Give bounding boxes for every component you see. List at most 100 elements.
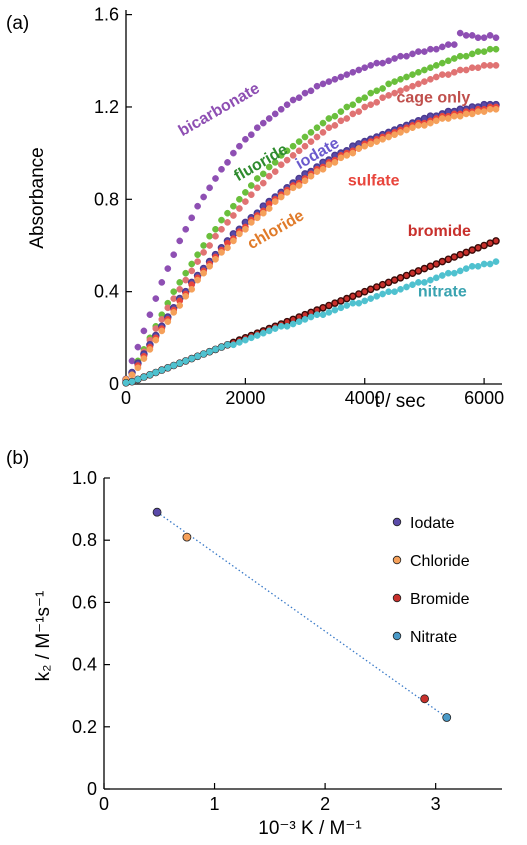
data-point bbox=[462, 110, 470, 118]
data-point bbox=[348, 292, 357, 301]
data-point bbox=[224, 244, 231, 252]
data-point bbox=[146, 371, 154, 379]
data-point bbox=[194, 258, 201, 265]
data-point bbox=[343, 103, 351, 111]
data-point bbox=[444, 57, 452, 65]
data-point bbox=[409, 82, 416, 90]
data-point bbox=[480, 241, 488, 250]
data-point bbox=[474, 262, 482, 270]
data-point bbox=[462, 66, 470, 74]
y-tick-label: 0.8 bbox=[72, 530, 97, 550]
data-point-iodate bbox=[152, 507, 162, 517]
data-point bbox=[444, 269, 452, 277]
data-point bbox=[158, 279, 166, 286]
legend-label-chloride: Chloride bbox=[410, 553, 470, 570]
data-point bbox=[474, 64, 482, 72]
data-point bbox=[128, 371, 136, 379]
series-label-bicarbonate: bicarbonate bbox=[176, 80, 263, 140]
data-point bbox=[277, 152, 285, 159]
data-points bbox=[122, 29, 500, 387]
x-tick-label: 2 bbox=[320, 794, 330, 814]
data-point-nitrate bbox=[442, 713, 452, 722]
data-point bbox=[403, 85, 410, 92]
data-point bbox=[367, 101, 375, 109]
data-point bbox=[480, 34, 488, 42]
data-point bbox=[468, 50, 476, 58]
data-point bbox=[188, 285, 196, 293]
data-point bbox=[421, 48, 428, 55]
data-point bbox=[367, 89, 375, 97]
data-point bbox=[295, 138, 303, 145]
series-label-bromide: bromide bbox=[408, 223, 471, 240]
data-point bbox=[432, 274, 440, 282]
data-point bbox=[379, 85, 386, 92]
data-point bbox=[420, 264, 429, 273]
data-point bbox=[462, 265, 470, 272]
data-point bbox=[283, 156, 291, 164]
data-point bbox=[409, 124, 416, 132]
data-point bbox=[486, 45, 494, 53]
data-point bbox=[373, 59, 381, 67]
data-point bbox=[480, 48, 488, 55]
data-point bbox=[450, 55, 458, 62]
data-point bbox=[313, 82, 321, 90]
legend-label-bromide: Bromide bbox=[410, 591, 470, 608]
data-point bbox=[230, 149, 237, 157]
series-fluoride bbox=[122, 45, 500, 383]
fit-line-segment bbox=[156, 511, 448, 719]
data-point bbox=[212, 175, 219, 182]
data-point bbox=[474, 243, 482, 252]
data-point bbox=[182, 276, 190, 284]
series-nitrate bbox=[122, 258, 500, 387]
data-point bbox=[415, 48, 422, 55]
data-point bbox=[427, 45, 434, 53]
legend-marker-chloride bbox=[392, 555, 402, 565]
legend: Iodate Chloride Bromide Nitrate bbox=[392, 515, 470, 646]
rate-constant-chart: 0 0.2 0.4 0.6 0.8 1.0 0 1 2 3 Iodate Chloride Brom… bbox=[33, 468, 502, 839]
data-point bbox=[409, 281, 416, 289]
data-point bbox=[277, 193, 285, 201]
data-point bbox=[474, 34, 482, 42]
data-point bbox=[218, 343, 225, 351]
data-point bbox=[403, 73, 410, 81]
data-point bbox=[343, 152, 351, 159]
data-point bbox=[385, 92, 392, 99]
data-point bbox=[384, 278, 393, 287]
data-point bbox=[259, 209, 267, 217]
data-point bbox=[301, 142, 309, 150]
x-tick-label: 1 bbox=[210, 794, 220, 814]
data-point bbox=[432, 73, 440, 81]
data-point bbox=[313, 168, 321, 175]
data-point bbox=[200, 269, 207, 277]
data-point bbox=[456, 267, 464, 275]
data-point bbox=[367, 62, 375, 69]
data-point bbox=[236, 205, 243, 212]
data-point bbox=[236, 339, 243, 346]
data-point bbox=[253, 175, 261, 182]
data-point bbox=[182, 269, 190, 277]
data-point bbox=[402, 271, 411, 280]
data-point bbox=[176, 302, 184, 309]
data-point bbox=[271, 325, 279, 332]
y-tick-label: 1.2 bbox=[94, 97, 119, 117]
series-bicarbonate bbox=[128, 29, 500, 365]
data-point bbox=[188, 214, 196, 222]
data-point bbox=[379, 59, 386, 67]
data-point bbox=[152, 336, 160, 344]
data-point bbox=[182, 292, 190, 300]
x-tick-label: 3 bbox=[431, 794, 441, 814]
data-point bbox=[265, 115, 273, 122]
data-point bbox=[415, 68, 422, 76]
data-point bbox=[218, 225, 225, 233]
data-point bbox=[200, 193, 207, 201]
data-point bbox=[194, 276, 201, 284]
data-point bbox=[122, 379, 130, 387]
data-point bbox=[325, 124, 333, 132]
data-point bbox=[194, 251, 201, 259]
data-point bbox=[134, 343, 142, 351]
data-point bbox=[325, 161, 333, 169]
data-point bbox=[385, 133, 392, 141]
data-point bbox=[224, 341, 231, 349]
data-point bbox=[337, 108, 345, 115]
data-point bbox=[444, 71, 452, 78]
